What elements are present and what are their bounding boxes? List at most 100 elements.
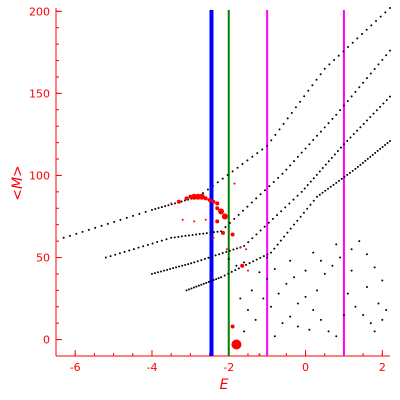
data-point xyxy=(239,246,242,249)
data-point xyxy=(198,193,205,200)
data-points xyxy=(62,7,391,356)
data-point xyxy=(350,269,353,272)
data-point xyxy=(216,181,219,184)
data-point xyxy=(211,199,216,204)
data-point xyxy=(211,255,214,258)
data-point xyxy=(324,163,327,166)
data-point xyxy=(240,263,245,268)
data-point xyxy=(308,328,311,331)
data-point xyxy=(228,249,231,252)
data-point xyxy=(205,232,208,235)
data-point xyxy=(258,271,261,274)
data-point xyxy=(180,200,183,203)
y-axis-title: <M> xyxy=(10,165,26,201)
data-point xyxy=(259,256,262,259)
data-point xyxy=(273,335,276,338)
axes: -6 -4 -2 0 2 0 50 100 150 200 xyxy=(29,5,390,374)
data-point xyxy=(241,163,244,166)
data-point xyxy=(308,143,311,146)
data-point xyxy=(239,297,242,300)
data-point xyxy=(386,141,389,144)
data-point xyxy=(106,222,109,225)
data-point xyxy=(212,231,215,234)
data-point xyxy=(359,126,362,129)
data-point xyxy=(377,63,380,66)
data-point xyxy=(175,266,178,269)
data-point xyxy=(192,286,195,289)
data-point xyxy=(359,163,362,166)
data-point xyxy=(342,313,345,316)
data-point xyxy=(246,269,249,272)
data-point xyxy=(300,190,303,193)
data-point xyxy=(221,252,224,255)
data-point xyxy=(216,230,219,233)
data-point xyxy=(327,330,330,333)
data-point xyxy=(358,240,361,243)
data-point xyxy=(293,160,296,163)
data-point xyxy=(243,330,246,333)
data-point xyxy=(319,73,322,76)
data-point xyxy=(206,188,209,191)
data-point xyxy=(255,258,258,261)
data-point xyxy=(160,270,163,273)
data-point xyxy=(273,268,276,270)
data-point xyxy=(373,266,376,269)
data-point xyxy=(228,222,231,225)
data-point xyxy=(114,253,117,256)
data-point xyxy=(125,216,128,219)
data-point xyxy=(153,272,156,275)
data-point xyxy=(169,268,172,270)
data-point xyxy=(144,210,147,213)
data-point xyxy=(374,151,377,154)
data-point xyxy=(346,292,349,295)
data-point xyxy=(266,256,269,259)
data-point xyxy=(381,58,384,61)
data-point xyxy=(221,177,224,180)
data-point xyxy=(225,248,228,251)
data-point xyxy=(104,256,107,259)
data-point xyxy=(335,335,338,338)
data-point xyxy=(204,218,207,221)
data-point xyxy=(324,189,327,192)
data-point xyxy=(318,170,321,173)
data-point xyxy=(332,183,335,186)
data-point xyxy=(369,72,372,75)
data-point xyxy=(281,322,284,325)
data-point xyxy=(328,63,331,66)
data-point xyxy=(68,234,71,237)
data-point xyxy=(272,181,275,183)
data-point xyxy=(113,220,116,223)
data-point xyxy=(273,247,276,250)
data-point xyxy=(282,122,285,125)
data-point xyxy=(269,251,272,254)
data-point xyxy=(356,37,359,40)
data-point xyxy=(348,171,351,174)
data-point xyxy=(296,155,299,158)
data-point xyxy=(193,220,196,223)
data-point xyxy=(323,272,326,275)
data-point xyxy=(190,262,193,265)
data-point xyxy=(181,264,184,267)
data-point xyxy=(319,259,322,262)
data-point xyxy=(362,122,365,125)
data-point xyxy=(376,149,379,152)
data-point xyxy=(379,15,382,18)
data-point xyxy=(381,145,384,148)
data-point xyxy=(276,214,279,217)
data-point xyxy=(176,199,181,204)
data-point xyxy=(62,236,65,239)
data-point xyxy=(254,318,257,321)
x-tick-label: -2 xyxy=(223,361,234,374)
data-point xyxy=(207,198,212,203)
data-point xyxy=(296,219,299,222)
data-point xyxy=(146,243,149,246)
data-point xyxy=(346,173,349,176)
data-point xyxy=(75,232,78,235)
data-point xyxy=(336,150,339,153)
data-point xyxy=(384,143,387,146)
data-point xyxy=(312,309,315,312)
data-point xyxy=(318,193,321,196)
data-point xyxy=(381,318,384,321)
data-point xyxy=(369,322,372,325)
data-point xyxy=(362,81,365,84)
